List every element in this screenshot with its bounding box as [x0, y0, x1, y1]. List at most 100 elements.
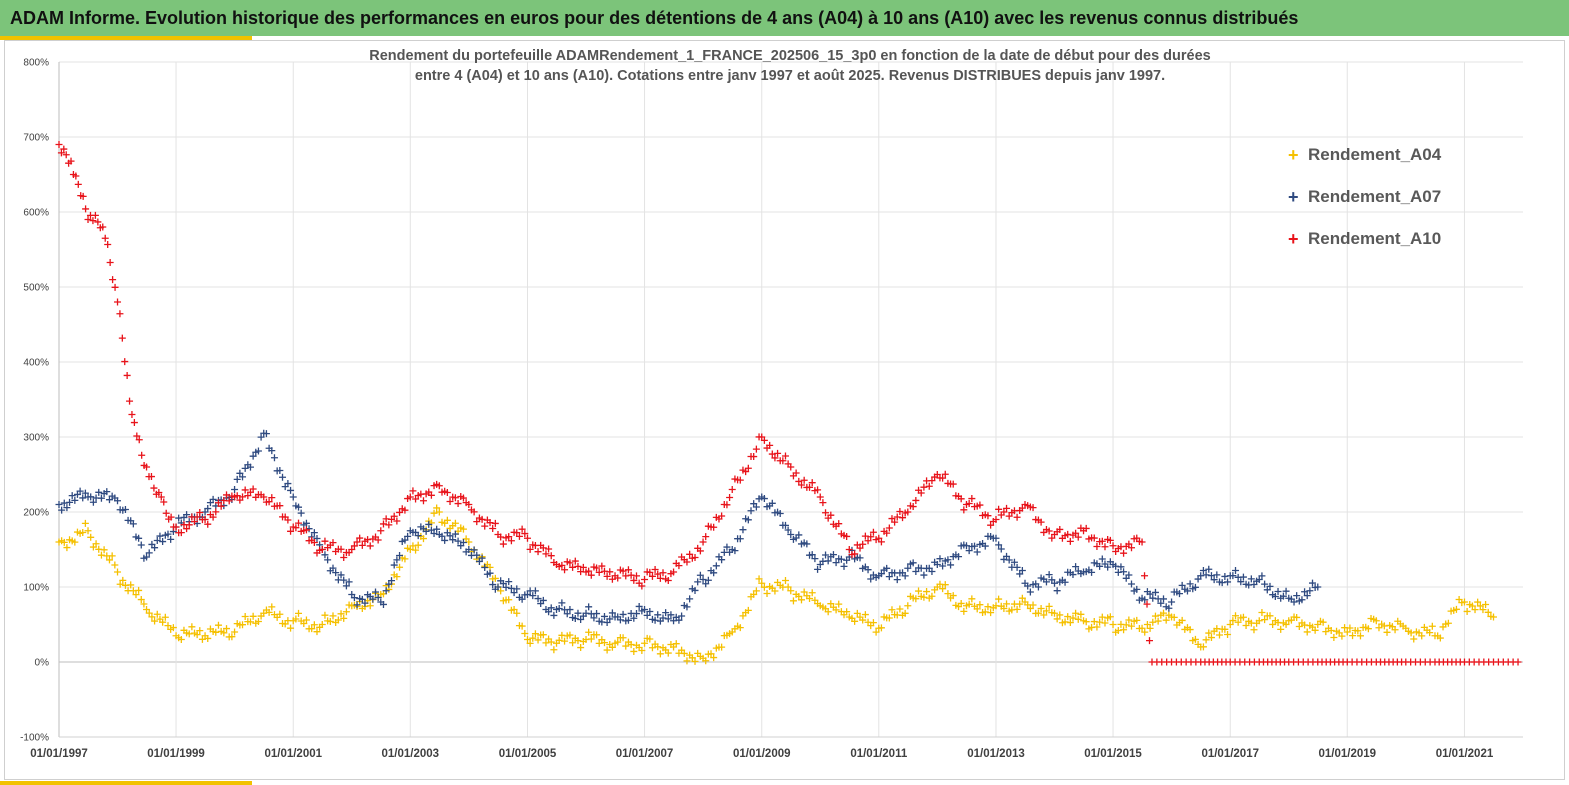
interp-point: [369, 595, 377, 603]
interp-point: [1141, 572, 1149, 580]
interp-point: [539, 631, 547, 639]
interp-point: [837, 555, 845, 563]
interp-point: [419, 535, 427, 543]
interp-point: [1258, 609, 1266, 617]
interp-point: [1151, 588, 1159, 596]
interp-point: [955, 553, 963, 561]
data-point: [523, 534, 531, 542]
interp-point: [337, 610, 345, 618]
interp-point: [161, 613, 169, 621]
interp-point: [891, 518, 899, 526]
interp-point: [159, 618, 167, 626]
interp-point: [1018, 566, 1026, 574]
interp-point: [654, 611, 662, 619]
interp-point: [545, 608, 553, 616]
data-point: [933, 561, 941, 568]
interp-point: [569, 639, 577, 647]
interp-point: [1330, 634, 1338, 642]
interp-point: [1010, 558, 1018, 566]
y-tick-label: 200%: [23, 508, 49, 519]
interp-point: [104, 241, 112, 249]
interp-point: [1069, 571, 1077, 579]
interp-point: [111, 283, 119, 291]
interp-point: [555, 636, 563, 644]
interp-point: [627, 571, 635, 579]
interp-point: [547, 604, 555, 612]
interp-point: [302, 616, 310, 624]
interp-point: [1018, 504, 1026, 512]
interp-point: [632, 572, 640, 580]
interp-point: [321, 611, 329, 619]
data-point: [904, 602, 912, 610]
interp-point: [287, 486, 295, 494]
interp-point: [555, 604, 563, 612]
interp-point: [694, 578, 702, 586]
interp-point: [1024, 582, 1032, 590]
interp-point: [1074, 533, 1082, 541]
interp-point: [1205, 565, 1213, 573]
interp-point: [71, 538, 79, 546]
interp-point: [1146, 637, 1153, 645]
interp-point: [340, 614, 348, 622]
interp-point: [1154, 617, 1162, 625]
data-point: [992, 516, 1000, 523]
interp-point: [433, 525, 441, 533]
interp-point: [103, 488, 111, 496]
interp-point: [430, 509, 438, 517]
interp-point: [1229, 617, 1237, 625]
interp-point: [1045, 527, 1053, 535]
interp-point: [58, 506, 66, 514]
interp-point: [896, 605, 904, 613]
interp-point: [867, 575, 875, 583]
interp-point: [193, 631, 201, 639]
interp-point: [941, 470, 949, 478]
data-point: [992, 534, 1000, 542]
interp-point: [561, 637, 569, 645]
interp-point: [81, 519, 89, 527]
interp-point: [1125, 571, 1133, 579]
interp-point: [1056, 611, 1064, 619]
interp-point: [664, 576, 672, 584]
interp-point: [265, 608, 273, 616]
interp-point: [851, 550, 859, 558]
interp-point: [470, 508, 478, 516]
interp-point: [502, 583, 510, 591]
interp-point: [491, 519, 499, 527]
interp-point: [350, 594, 358, 602]
interp-point: [123, 371, 131, 379]
interp-point: [547, 638, 555, 646]
x-tick-label: 01/01/2007: [616, 748, 674, 760]
interp-point: [133, 432, 141, 440]
chart-axes: -100% 0% 100% 200% 300% 400% 500% 600% 700% 800% 0…: [20, 58, 1523, 760]
interp-point: [223, 625, 231, 633]
interp-point: [97, 551, 105, 559]
y-tick-label: 600%: [23, 208, 49, 219]
y-tick-label: 700%: [23, 133, 49, 144]
interp-point: [624, 566, 632, 574]
interp-point: [1120, 568, 1128, 576]
interp-point: [412, 546, 420, 554]
interp-point: [1077, 610, 1085, 618]
interp-point: [595, 568, 603, 576]
interp-point: [1327, 627, 1335, 635]
interp-point: [571, 557, 579, 565]
interp-point: [814, 486, 822, 494]
interp-point: [1042, 578, 1050, 586]
interp-point: [160, 498, 168, 506]
interp-point: [723, 543, 731, 551]
interp-point: [60, 538, 68, 546]
interp-point: [569, 563, 577, 571]
data-point: [1197, 572, 1205, 580]
interp-point: [1165, 604, 1173, 612]
interp-point: [547, 552, 555, 560]
interp-point: [1354, 627, 1362, 635]
interp-point: [1202, 636, 1210, 644]
interp-point: [925, 482, 933, 490]
interp-point: [1000, 605, 1008, 613]
data-point: [84, 527, 92, 535]
interp-point: [883, 564, 891, 572]
interp-point: [1053, 615, 1061, 623]
interp-point: [965, 600, 973, 608]
interp-point: [800, 588, 808, 596]
interp-point: [254, 447, 262, 455]
